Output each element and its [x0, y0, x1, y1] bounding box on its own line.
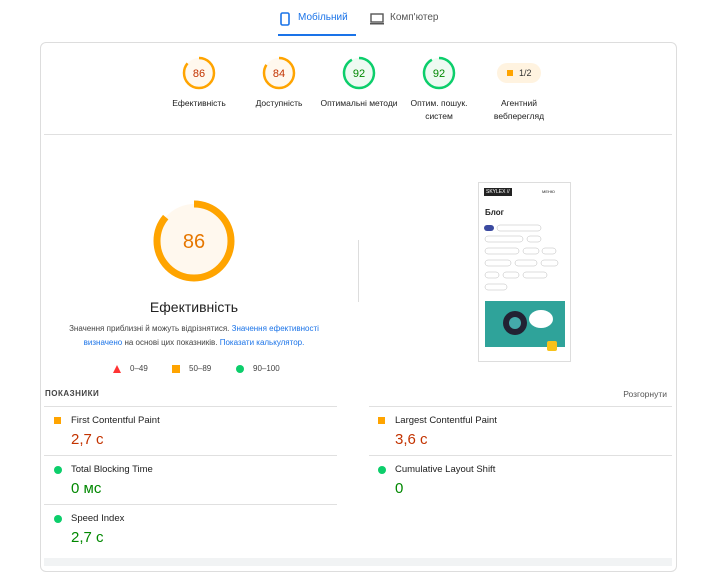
- legend-item: 90–100: [253, 364, 280, 373]
- gauge: 92: [422, 56, 456, 90]
- gauge-bg: [344, 58, 374, 88]
- divider: [44, 134, 672, 135]
- average-icon: [378, 417, 385, 424]
- gauge-arc: [182, 56, 216, 90]
- gauge-score: 84: [273, 68, 285, 80]
- expand-button[interactable]: Розгорнути: [623, 389, 667, 399]
- metric-value: 0: [395, 480, 404, 497]
- preview-logo: SKYLEX //: [484, 188, 512, 196]
- gauge: 86: [182, 56, 216, 90]
- legend-item: 50–89: [189, 364, 212, 373]
- preview-menu: МЕНЮ: [542, 189, 555, 194]
- legend-item: 0–49: [130, 364, 148, 373]
- metric-value: 2,7 с: [71, 431, 104, 448]
- metric-value: 3,6 с: [395, 431, 428, 448]
- category-label: Ефективність: [172, 98, 226, 108]
- gauge-bg: [424, 58, 454, 88]
- footer-bar: [44, 558, 672, 566]
- fail-icon: [113, 365, 121, 373]
- gauge-arc: [153, 200, 235, 282]
- gauge-arc: [422, 56, 456, 90]
- metrics-title: ПОКАЗНИКИ: [45, 389, 100, 398]
- agent-badge: 1/2: [497, 63, 541, 83]
- metric-name: Speed Index: [71, 513, 125, 524]
- pass-icon: [54, 466, 62, 474]
- divider: [44, 504, 337, 505]
- gauge-score: 92: [353, 68, 365, 80]
- metric-value: 0 мс: [71, 480, 102, 497]
- gauge-bg: [264, 58, 294, 88]
- metric-name: Largest Contentful Paint: [395, 415, 497, 426]
- link[interactable]: Значення ефективності визначено: [83, 324, 319, 347]
- preview-heading: Блог: [485, 208, 504, 217]
- divider: [358, 240, 359, 302]
- gauge-score: 86: [193, 68, 205, 80]
- note: Значення приблизні й можуть відрізнятися…: [60, 322, 328, 350]
- agent-score: 1/2: [519, 68, 532, 78]
- pass-icon: [54, 515, 62, 523]
- tab-label: Мобільний: [298, 12, 348, 23]
- gauge: 92: [342, 56, 376, 90]
- tab-label: Комп'ютер: [390, 12, 439, 23]
- link[interactable]: Показати калькулятор.: [219, 338, 305, 347]
- pass-icon: [378, 466, 386, 474]
- divider: [369, 406, 672, 407]
- gauge: 84: [262, 56, 296, 90]
- screenshot-preview: SKYLEX // МЕНЮ Блог: [478, 182, 571, 362]
- divider: [369, 455, 672, 456]
- divider: [44, 406, 337, 407]
- note-text: Значення приблизні й можуть відрізнятися…: [69, 324, 230, 333]
- gauge-arc: [262, 56, 296, 90]
- metric-value: 2,7 с: [71, 529, 104, 546]
- main-title: Ефективність: [149, 299, 239, 315]
- category-label: Доступність: [255, 98, 303, 108]
- gauge-bg: [184, 58, 214, 88]
- metric-name: Total Blocking Time: [71, 464, 153, 475]
- category-label: Оптим. пошук. систем: [410, 98, 468, 121]
- category-label: Агентний вебперегляд: [493, 98, 545, 121]
- average-icon: [172, 365, 180, 373]
- desktop-icon: [370, 13, 384, 25]
- average-icon: [507, 70, 513, 76]
- gauge-score: 86: [183, 231, 205, 253]
- category-label: Оптимальні методи: [320, 98, 398, 108]
- gauge-arc: [342, 56, 376, 90]
- average-icon: [54, 417, 61, 424]
- divider: [44, 455, 337, 456]
- gauge-score: 92: [433, 68, 445, 80]
- mobile-icon: [280, 12, 290, 26]
- gauge-bg: [157, 204, 231, 278]
- pass-icon: [236, 365, 244, 373]
- note-text: на основі цих показників.: [124, 338, 218, 347]
- metric-name: Cumulative Layout Shift: [395, 464, 496, 475]
- metric-name: First Contentful Paint: [71, 415, 160, 426]
- active-tab[interactable]: Мобільний: [278, 8, 356, 36]
- main-gauge: 86: [153, 200, 235, 282]
- preview-content: [484, 224, 565, 351]
